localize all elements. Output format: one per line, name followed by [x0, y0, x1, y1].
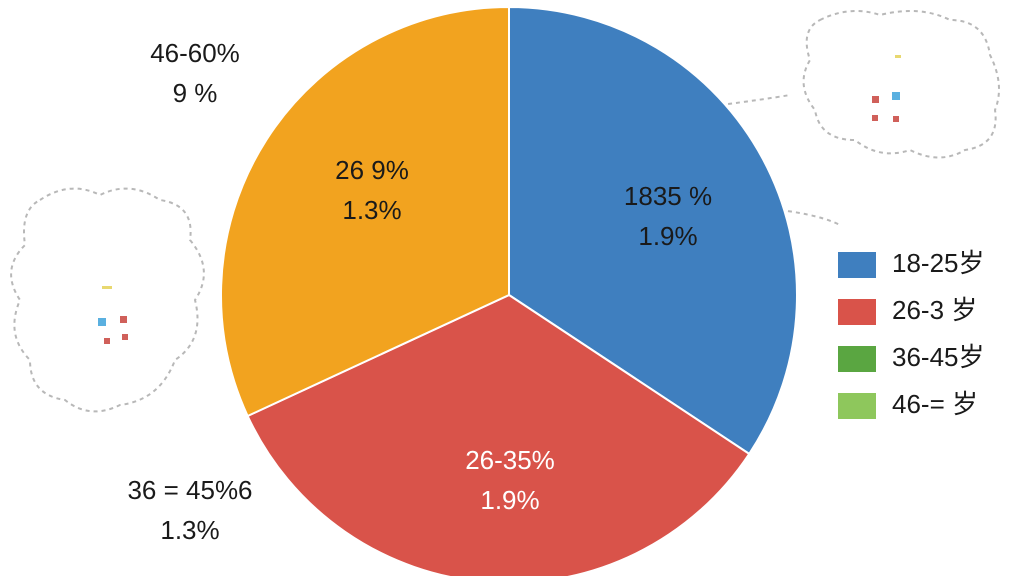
slice-label: 1.9% — [480, 485, 539, 515]
slice-label: 26-35% — [465, 445, 555, 475]
legend-label: 46-= 岁 — [892, 389, 978, 419]
slice-label: 26 9% — [335, 155, 409, 185]
outer-label: 46-60% — [150, 38, 240, 68]
decoration — [10, 10, 1000, 413]
pie-slice — [246, 293, 751, 576]
pie-slice — [220, 5, 510, 418]
outer-label: 36 = 45%6 — [127, 475, 252, 505]
legend-label: 26-3 岁 — [892, 295, 977, 325]
labels: 1835 % 1.9% 26-35% 1.9% 26 9% 1.3% — [335, 155, 712, 515]
legend-swatch — [838, 252, 876, 278]
slice-label: 1835 % — [624, 181, 712, 211]
legend-swatch — [838, 346, 876, 372]
legend-swatch — [838, 393, 876, 419]
legend-label: 36-45岁 — [892, 342, 985, 372]
pie — [220, 5, 798, 576]
legend-label: 18-25岁 — [892, 248, 985, 278]
slice-label: 1.3% — [342, 195, 401, 225]
outer-label: 1.3% — [160, 515, 219, 545]
legend-swatch — [838, 299, 876, 325]
outer-label: 9 % — [173, 78, 218, 108]
slice-label: 1.9% — [638, 221, 697, 251]
